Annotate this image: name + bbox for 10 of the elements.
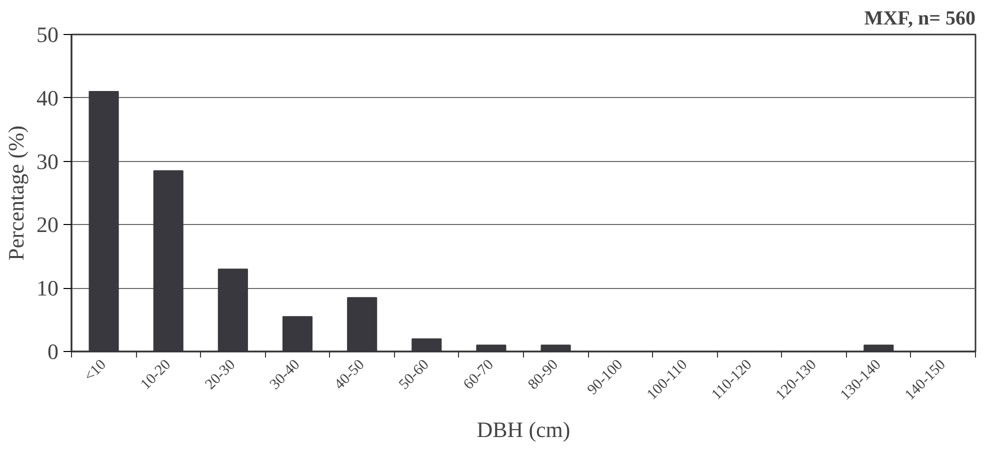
y-axis-title: Percentage (%) [4,126,28,260]
y-tick-label: 20 [36,212,58,238]
y-tick-label: 0 [48,339,58,364]
y-tick-label: 30 [36,148,58,174]
chart-title: MXF, n= 560 [864,8,976,30]
y-tick-label: 10 [36,276,58,301]
y-tick-label: 40 [36,85,58,110]
x-tick-label: <10 [82,356,110,385]
y-tick-label: 50 [36,22,58,47]
x-axis-title: DBH (cm) [476,417,570,442]
